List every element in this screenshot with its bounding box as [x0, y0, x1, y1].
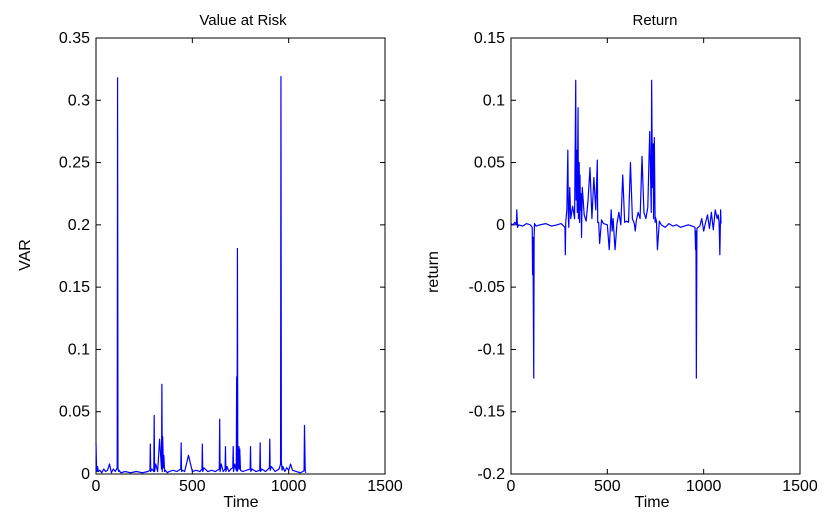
return-x-tick-label: 1000 — [686, 478, 722, 495]
var-y-tick-label: 0.2 — [68, 217, 90, 234]
var-series — [95, 76, 307, 474]
var-plot-frame — [95, 37, 386, 475]
return-series — [510, 79, 722, 379]
var-y-tick-label: 0.25 — [59, 155, 90, 172]
return-y-tick-label: 0.05 — [474, 155, 505, 172]
return-y-tick-label: 0.15 — [474, 30, 505, 47]
var-chart: Value at Risk 0 500 1000 1500 0 0.05 0.1 0.15 0.… — [17, 12, 403, 511]
var-chart-title: Value at Risk — [199, 12, 287, 29]
var-series-line — [95, 76, 307, 474]
return-y-tick-label: -0.1 — [477, 341, 505, 358]
return-x-tick-label: 0 — [507, 478, 516, 495]
var-y-tick-label: 0.3 — [68, 92, 90, 109]
return-x-tick-label: 1500 — [782, 478, 818, 495]
return-ticks: 0 500 1000 1500 -0.2 -0.15 -0.1 -0.05 0 0.05 0.1 0.… — [469, 30, 818, 495]
var-ticks: 0 500 1000 1500 0 0.05 0.1 0.15 0.2 0.25 0.3 0.35 — [59, 30, 403, 495]
return-plot-frame — [510, 37, 801, 475]
var-y-tick-label: 0.15 — [59, 279, 90, 296]
return-y-tick-label: 0 — [496, 217, 505, 234]
return-y-tick-label: -0.15 — [469, 404, 506, 421]
var-x-tick-label: 0 — [92, 478, 101, 495]
return-y-tick-label: 0.1 — [483, 92, 505, 109]
return-y-axis-label: return — [425, 251, 442, 293]
var-x-axis-label: Time — [224, 494, 259, 511]
return-chart: Return 0 500 1000 1500 -0.2 -0.15 -0.1 -0.05 0 0.… — [425, 12, 818, 511]
var-y-tick-label: 0.35 — [59, 30, 90, 47]
return-x-tick-label: 500 — [594, 478, 621, 495]
var-y-tick-label: 0 — [81, 466, 90, 483]
var-x-tick-label: 500 — [179, 478, 206, 495]
var-x-tick-label: 1000 — [271, 478, 307, 495]
return-y-tick-label: -0.05 — [469, 279, 506, 296]
return-chart-title: Return — [632, 12, 677, 29]
return-x-axis-label: Time — [635, 494, 670, 511]
return-y-tick-label: -0.2 — [477, 466, 505, 483]
return-series-line — [510, 79, 722, 379]
var-x-tick-label: 1500 — [367, 478, 403, 495]
var-y-axis-label: VAR — [17, 239, 34, 271]
var-y-tick-label: 0.1 — [68, 341, 90, 358]
var-y-tick-label: 0.05 — [59, 404, 90, 421]
